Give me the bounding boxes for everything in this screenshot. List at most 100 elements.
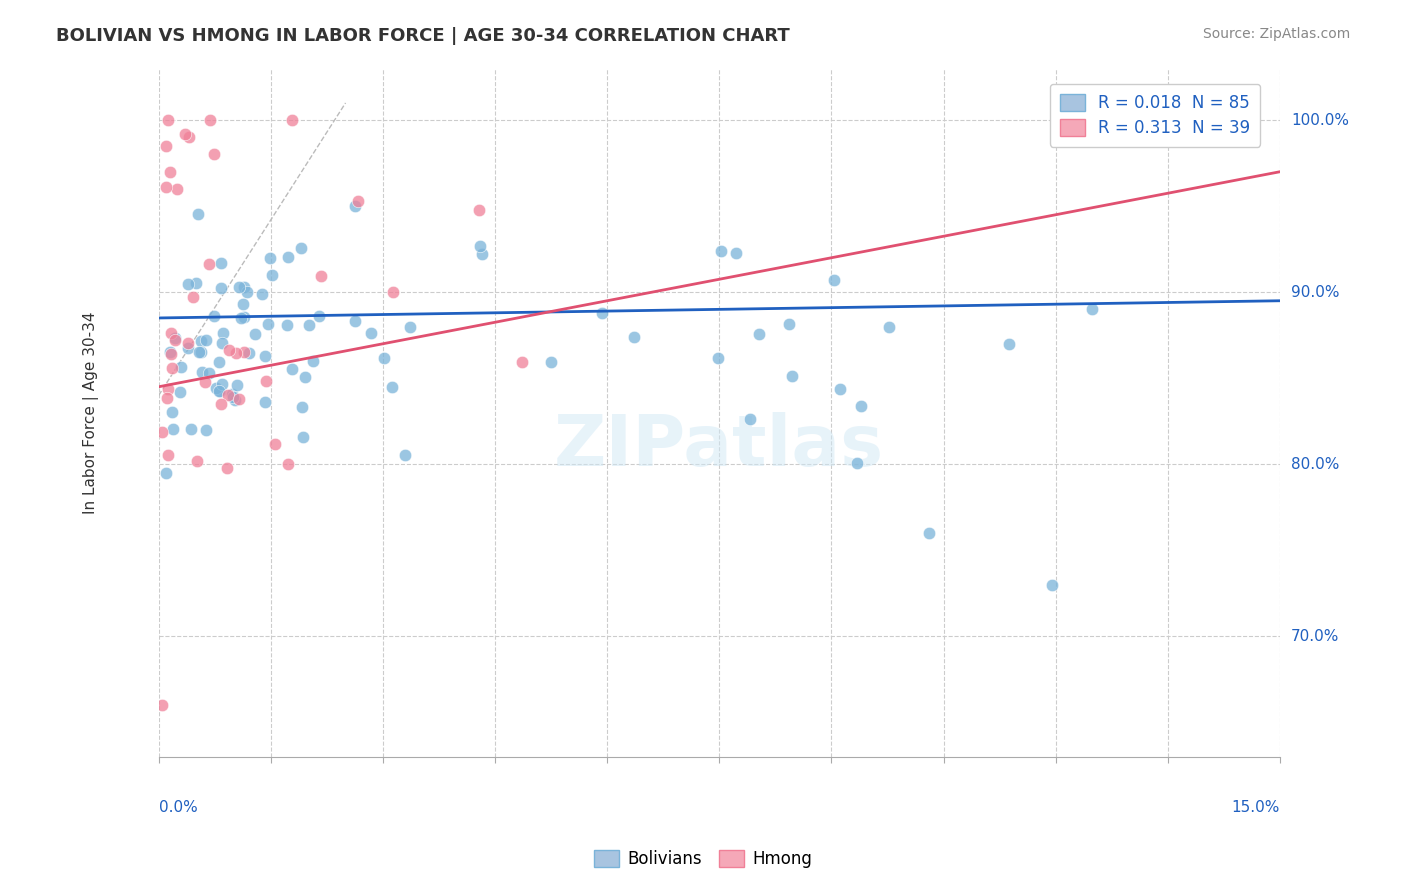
Point xyxy=(280,113,302,128)
Point xyxy=(217,388,239,402)
Point xyxy=(382,285,405,300)
Point xyxy=(208,384,231,398)
Point xyxy=(211,376,233,391)
Point xyxy=(468,203,491,218)
Point xyxy=(228,280,250,294)
Point xyxy=(202,146,225,161)
Point xyxy=(194,376,217,390)
Point xyxy=(163,331,186,345)
Point xyxy=(877,319,900,334)
Point xyxy=(381,380,404,394)
Point xyxy=(260,268,283,282)
Point xyxy=(191,365,214,379)
Text: BOLIVIAN VS HMONG IN LABOR FORCE | AGE 30-34 CORRELATION CHART: BOLIVIAN VS HMONG IN LABOR FORCE | AGE 3… xyxy=(56,27,790,45)
Point xyxy=(181,290,204,304)
Point xyxy=(177,277,200,291)
Point xyxy=(725,245,748,260)
Point xyxy=(398,319,420,334)
Point xyxy=(780,369,803,384)
Point xyxy=(471,246,494,260)
Point xyxy=(291,400,314,414)
Text: Source: ZipAtlas.com: Source: ZipAtlas.com xyxy=(1202,27,1350,41)
Point xyxy=(159,165,181,179)
Point xyxy=(918,526,941,541)
Text: 80.0%: 80.0% xyxy=(1291,457,1340,472)
Point xyxy=(169,385,191,400)
Point xyxy=(232,310,254,325)
Point xyxy=(540,355,562,369)
Point xyxy=(215,461,238,475)
Point xyxy=(162,405,184,419)
Point xyxy=(738,412,761,426)
Point xyxy=(174,128,197,142)
Point xyxy=(252,287,274,301)
Point xyxy=(277,457,299,471)
Text: 0.0%: 0.0% xyxy=(159,799,197,814)
Point xyxy=(470,239,492,253)
Point xyxy=(159,326,181,341)
Point xyxy=(707,351,730,366)
Point xyxy=(343,314,366,328)
Point xyxy=(224,393,246,408)
Legend: Bolivians, Hmong: Bolivians, Hmong xyxy=(588,843,818,875)
Point xyxy=(1040,577,1063,591)
Point xyxy=(302,354,325,368)
Point xyxy=(778,318,800,332)
Point xyxy=(194,423,217,437)
Point xyxy=(343,198,366,212)
Text: ZIPatlas: ZIPatlas xyxy=(554,412,884,482)
Point xyxy=(177,130,200,145)
Point xyxy=(309,269,332,284)
Point xyxy=(156,391,179,405)
Point xyxy=(190,344,212,359)
Point xyxy=(159,347,181,361)
Point xyxy=(198,366,221,380)
Point xyxy=(298,318,321,333)
Text: 90.0%: 90.0% xyxy=(1291,285,1340,300)
Point xyxy=(232,344,254,359)
Point xyxy=(257,317,280,331)
Text: 15.0%: 15.0% xyxy=(1232,799,1279,814)
Point xyxy=(623,330,645,344)
Point xyxy=(747,327,769,342)
Point xyxy=(245,327,267,342)
Point xyxy=(155,139,177,153)
Point xyxy=(186,276,208,290)
Point xyxy=(157,448,180,462)
Point xyxy=(846,456,869,470)
Legend: R = 0.018  N = 85, R = 0.313  N = 39: R = 0.018 N = 85, R = 0.313 N = 39 xyxy=(1050,84,1260,147)
Point xyxy=(160,360,183,375)
Point xyxy=(228,392,250,407)
Point xyxy=(198,113,221,128)
Point xyxy=(208,355,231,369)
Point xyxy=(165,333,187,347)
Point xyxy=(281,362,304,376)
Point xyxy=(157,113,180,128)
Point xyxy=(225,378,247,392)
Point xyxy=(997,336,1019,351)
Point xyxy=(177,335,200,350)
Point xyxy=(155,466,177,480)
Point xyxy=(360,326,382,341)
Point xyxy=(152,698,174,712)
Text: In Labor Force | Age 30-34: In Labor Force | Age 30-34 xyxy=(83,311,100,514)
Point xyxy=(232,280,254,294)
Point xyxy=(204,380,226,394)
Point xyxy=(709,244,731,258)
Point xyxy=(308,310,330,324)
Point xyxy=(157,382,180,396)
Point xyxy=(849,399,872,413)
Point xyxy=(229,311,252,326)
Point xyxy=(194,333,217,347)
Point xyxy=(188,344,211,359)
Point xyxy=(176,341,198,355)
Point xyxy=(225,346,247,360)
Point xyxy=(347,194,370,208)
Point xyxy=(162,422,184,436)
Point xyxy=(253,395,276,409)
Point xyxy=(170,360,193,375)
Point xyxy=(180,422,202,436)
Point xyxy=(190,334,212,348)
Point xyxy=(373,351,395,365)
Point xyxy=(294,370,316,384)
